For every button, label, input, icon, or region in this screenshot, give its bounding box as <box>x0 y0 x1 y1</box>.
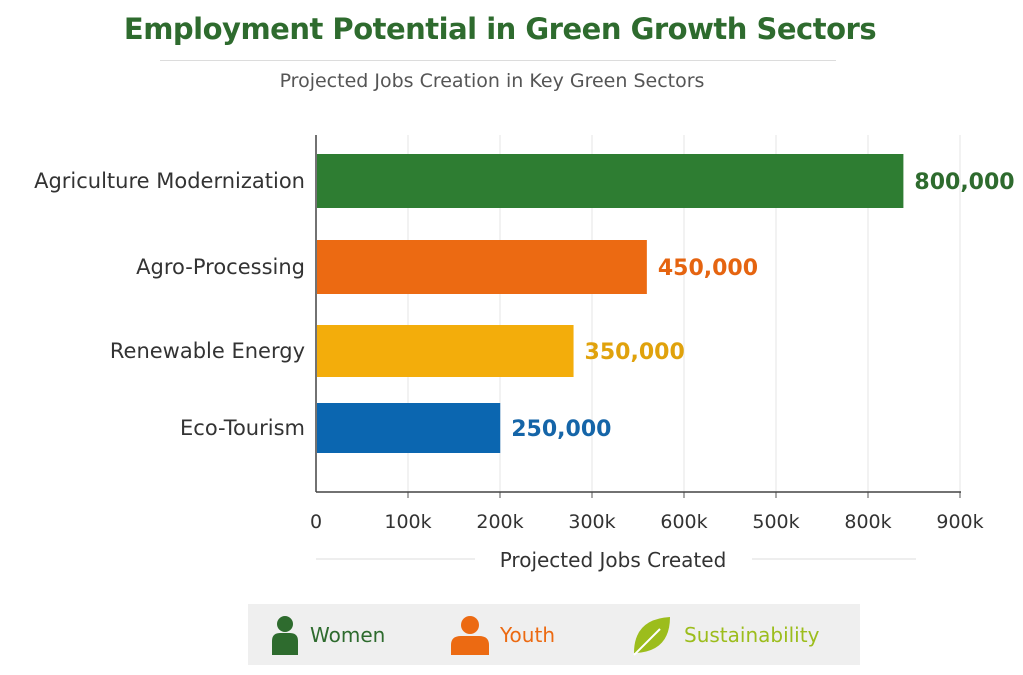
person-icon <box>272 615 298 655</box>
legend-item-sustainability: Sustainability <box>630 604 819 665</box>
person-icon <box>451 615 489 655</box>
category-label: Renewable Energy <box>110 339 305 363</box>
x-tick-label: 500k <box>752 511 799 533</box>
category-label: Agro-Processing <box>136 255 305 279</box>
x-tick-label: 900k <box>936 511 983 533</box>
chart-subtitle: Projected Jobs Creation in Key Green Sec… <box>279 70 705 92</box>
legend-item-women: Women <box>270 604 385 665</box>
category-label: Eco-Tourism <box>180 416 305 440</box>
x-tick-label: 0 <box>310 511 322 533</box>
x-tick-label: 800k <box>844 511 891 533</box>
bar-chart: 0 100k 200k 300k 600k 500k 800k 900k Agriculture… <box>34 135 1015 572</box>
bar <box>317 403 501 453</box>
legend: Women Youth Sustainability <box>248 604 860 665</box>
bar <box>317 154 904 208</box>
x-tick-label: 600k <box>660 511 707 533</box>
title-divider <box>160 60 836 61</box>
legend-label-sustainability: Sustainability <box>684 622 820 647</box>
category-label: Agriculture Modernization <box>34 169 305 193</box>
chart-title: Employment Potential in Green Growth Sec… <box>123 12 877 46</box>
bars <box>317 154 904 453</box>
leaf-icon <box>633 616 670 656</box>
x-tick-label: 100k <box>384 511 431 533</box>
data-label: 450,000 <box>658 256 758 281</box>
data-label: 250,000 <box>511 417 611 442</box>
legend-item-youth: Youth <box>450 604 555 665</box>
data-label: 350,000 <box>585 340 685 365</box>
x-tick-label: 300k <box>568 511 615 533</box>
data-label: 800,000 <box>914 170 1014 195</box>
axes <box>315 135 961 560</box>
legend-label-youth: Youth <box>500 622 555 647</box>
x-axis-title: Projected Jobs Created <box>500 548 727 572</box>
bar <box>317 325 574 377</box>
bar <box>317 240 647 294</box>
labels: 0 100k 200k 300k 600k 500k 800k 900k Agriculture… <box>34 169 1015 572</box>
legend-label-women: Women <box>310 622 386 647</box>
x-tick-label: 200k <box>476 511 523 533</box>
